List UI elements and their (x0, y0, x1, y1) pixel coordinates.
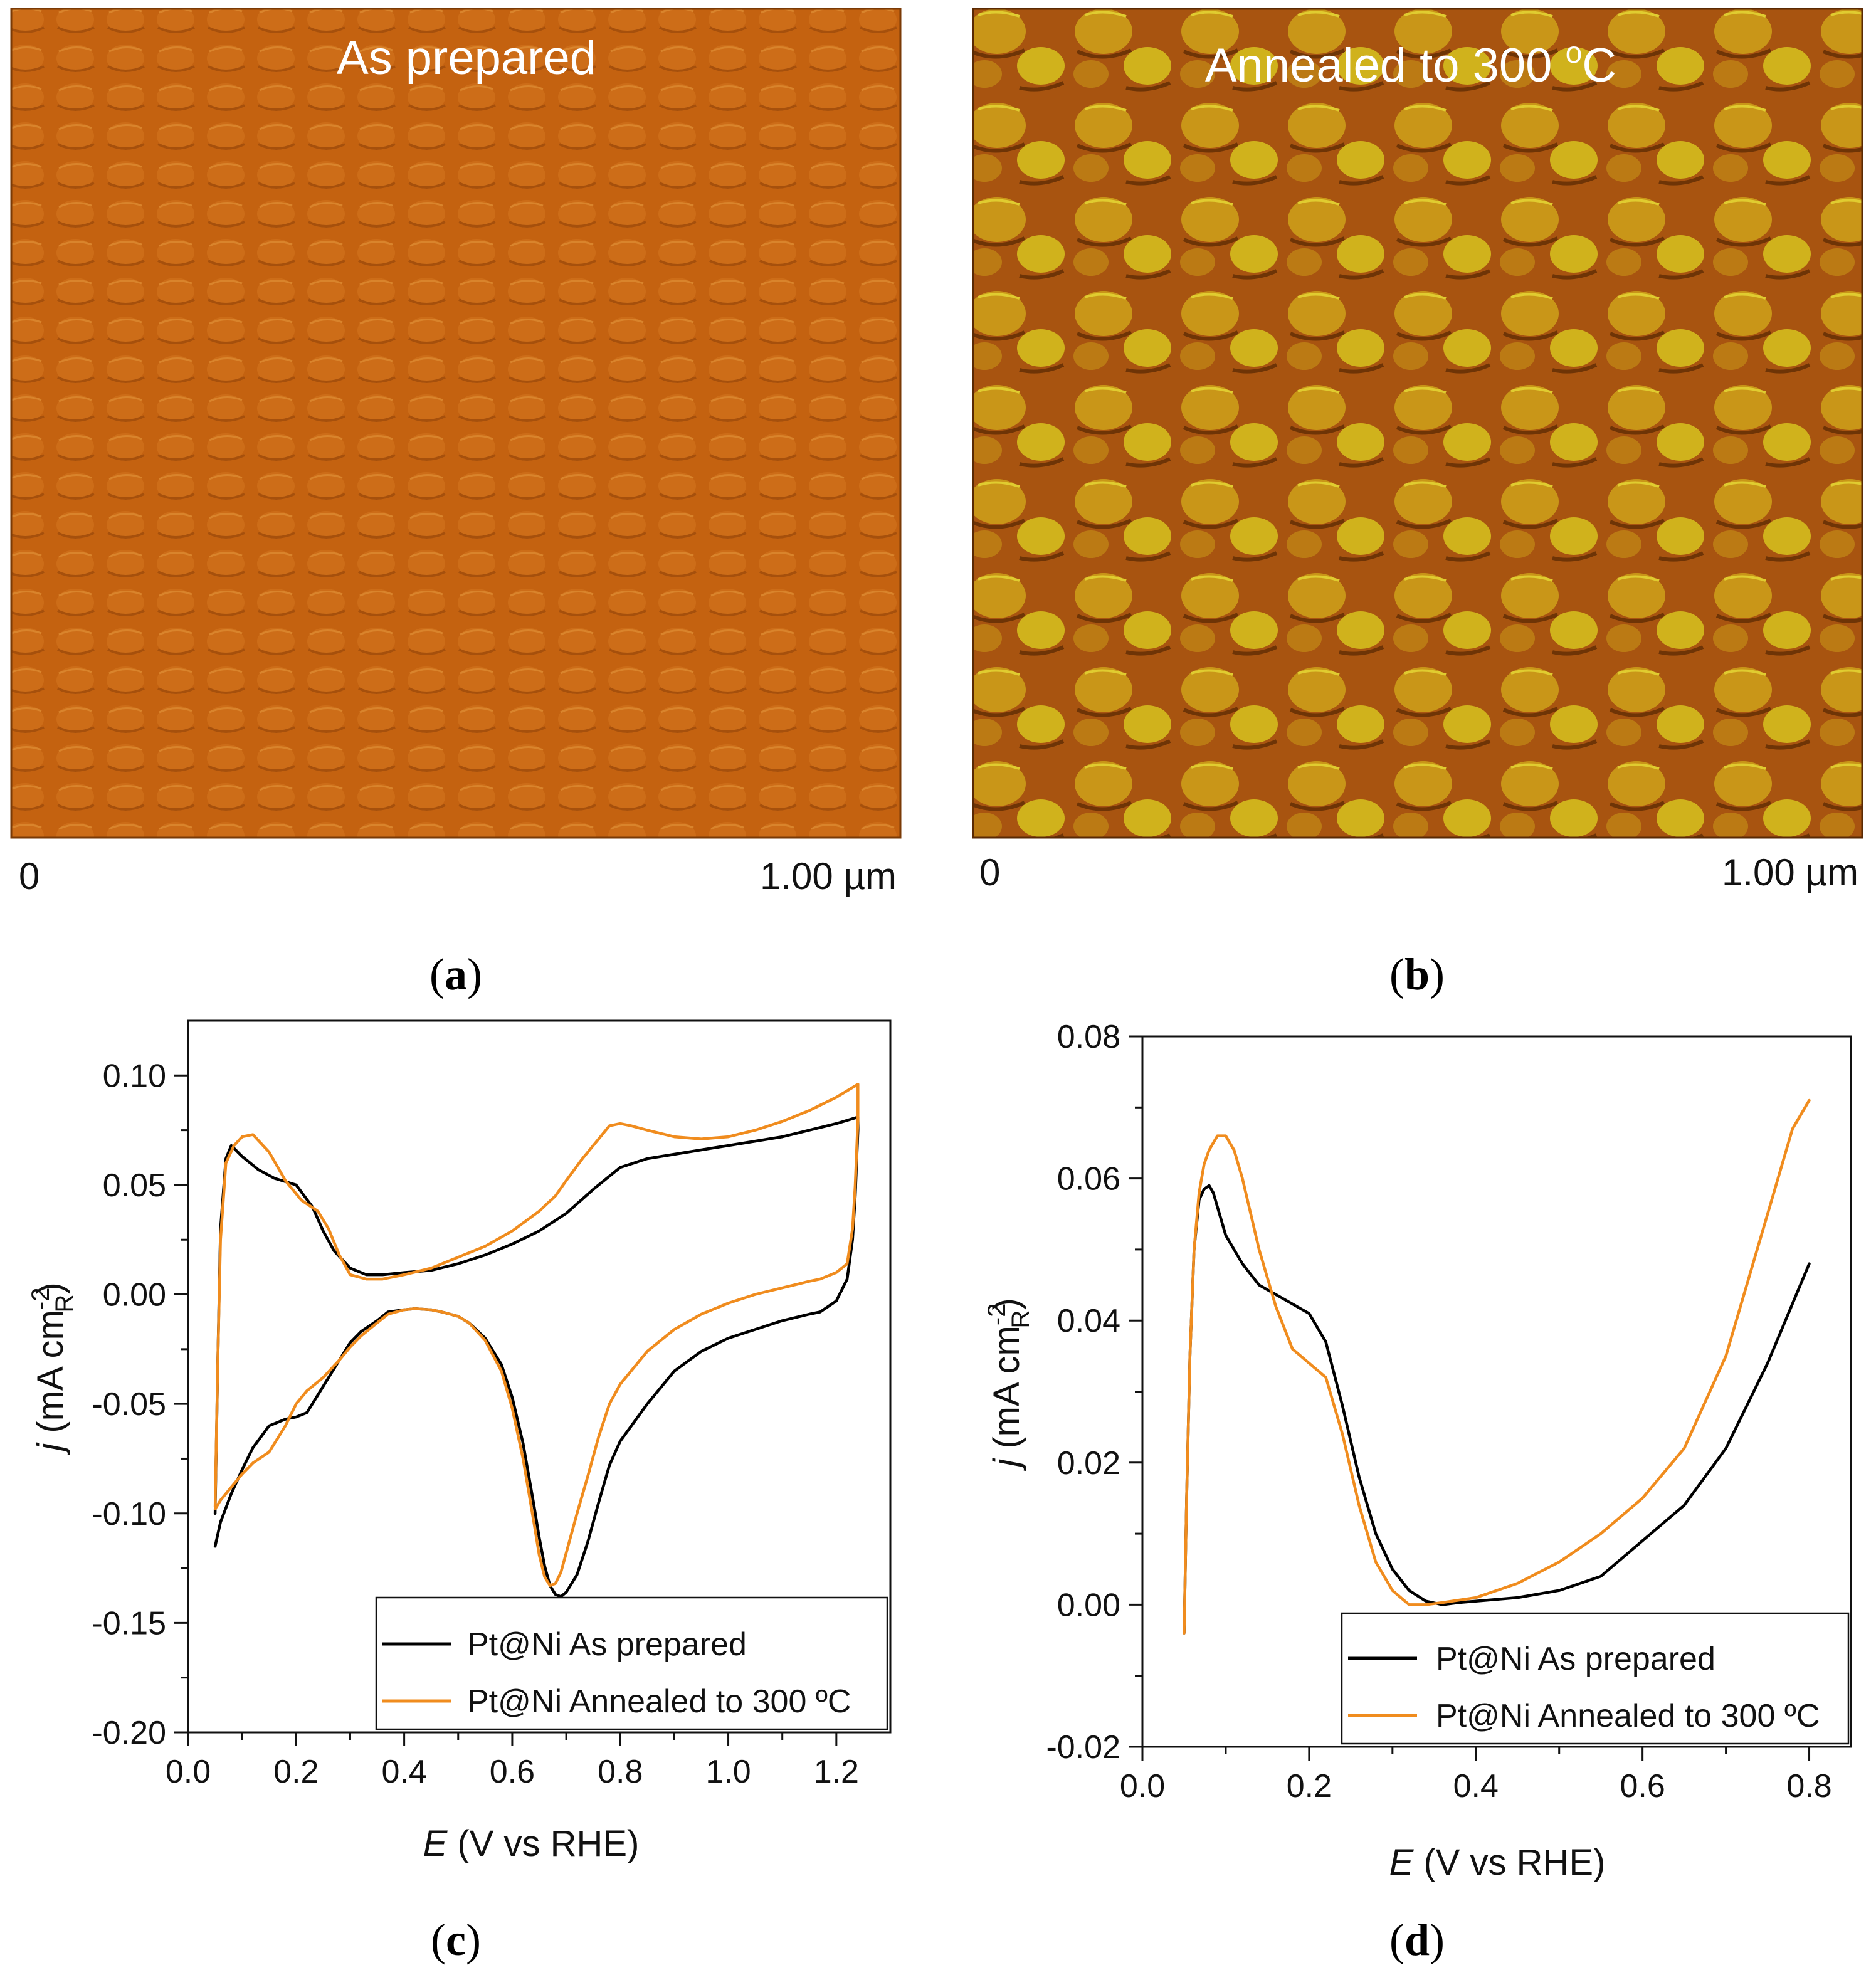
chart-c-xtick-label: 0.2 (273, 1754, 319, 1790)
chart-c-series-1-line (213, 1115, 860, 1598)
chart-d-series-2-line (1183, 1098, 1811, 1635)
chart-d-legend-label-1: Pt@Ni As prepared (1436, 1641, 1715, 1677)
chart-c-xtick-label: 1.2 (814, 1754, 859, 1790)
afm-scale-start-b: 0 (979, 851, 1000, 893)
chart-d-xtick-label: 0.2 (1287, 1768, 1332, 1804)
afm-panel-b: Annealed to 300 oC 0 1.00 µm (b) (972, 8, 1863, 999)
chart-c: 0.0 0.2 0.4 0.6 0.8 1.0 1.2 -0.20 -0.15 -0.10 -0.0… (27, 1019, 892, 1965)
afm-title-b: Annealed to 300 oC (1205, 36, 1616, 92)
afm-panel-a: As prepared 0 1.00 µm (a) (10, 8, 902, 999)
chart-d-xlabel: E (V vs RHE) (1389, 1842, 1606, 1883)
chart-c-ytick-label: -0.20 (92, 1715, 166, 1751)
chart-d-ticks: 0.0 0.2 0.4 0.6 0.8 -0.02 0.00 0.02 0.04 0.06 0.08 (1046, 1019, 1831, 1804)
chart-c-legend: Pt@Ni As prepared Pt@Ni Annealed to 300 … (375, 1596, 888, 1730)
afm-image-a-border (10, 8, 902, 839)
chart-c-legend-label-1: Pt@Ni As prepared (467, 1626, 747, 1663)
chart-d-ytick-label: 0.08 (1057, 1019, 1120, 1055)
afm-scale-end-a: 1.00 µm (760, 855, 897, 897)
afm-image-b-border (972, 8, 1863, 839)
chart-c-plot-frame (187, 1019, 892, 1734)
chart-c-xtick-label: 0.6 (490, 1754, 535, 1790)
afm-image-a (11, 9, 900, 838)
chart-c-ytick-label: 0.05 (103, 1167, 166, 1204)
chart-d-xtick-label: 0.0 (1120, 1768, 1165, 1804)
afm-title-a: As prepared (337, 31, 596, 85)
chart-d-ylabel: j (mA cm-2R) (983, 1298, 1035, 1471)
chart-c-ytick-label: 0.10 (103, 1058, 166, 1094)
afm-scale-start-a: 0 (19, 855, 40, 897)
afm-scale-end-b: 1.00 µm (1722, 851, 1858, 893)
chart-d-xtick-label: 0.8 (1786, 1768, 1831, 1804)
panel-label-a: (a) (429, 949, 482, 999)
chart-d-ytick-label: 0.06 (1057, 1161, 1120, 1198)
chart-c-xlabel: E (V vs RHE) (423, 1823, 640, 1864)
chart-c-legend-box (375, 1596, 888, 1730)
panel-label-b: (b) (1389, 949, 1445, 999)
chart-d-legend-box (1341, 1612, 1850, 1745)
chart-c-xtick-label: 1.0 (705, 1754, 751, 1790)
chart-c-series-2-line (213, 1083, 860, 1588)
panel-label-d: (d) (1389, 1915, 1445, 1965)
chart-c-ylabel: j (mA cm-2R) (27, 1282, 78, 1455)
chart-c-ytick-label: -0.15 (92, 1605, 166, 1641)
chart-d-ytick-label: 0.04 (1057, 1303, 1120, 1339)
panel-label-c: (c) (431, 1915, 481, 1965)
chart-d-curves (1183, 1098, 1811, 1635)
chart-d: 0.0 0.2 0.4 0.6 0.8 -0.02 0.00 0.02 0.04 0.06 0.08… (983, 1019, 1852, 1965)
afm-image-b (973, 9, 1862, 838)
chart-d-ytick-label: 0.02 (1057, 1445, 1120, 1482)
chart-d-legend-label-2: Pt@Ni Annealed to 300 ºC (1436, 1698, 1820, 1734)
chart-c-legend-label-2: Pt@Ni Annealed to 300 ºC (467, 1683, 851, 1720)
chart-c-ytick-label: -0.10 (92, 1496, 166, 1532)
chart-c-ytick-label: 0.00 (103, 1277, 166, 1314)
chart-c-xtick-label: 0.4 (381, 1754, 426, 1790)
chart-d-xtick-label: 0.6 (1620, 1768, 1665, 1804)
chart-c-ticks: 0.0 0.2 0.4 0.6 0.8 1.0 1.2 -0.20 -0.15 -0.10 -0.0… (92, 1058, 859, 1790)
chart-c-xtick-label: 0.8 (598, 1754, 643, 1790)
chart-c-curves (213, 1083, 860, 1598)
chart-d-legend: Pt@Ni As prepared Pt@Ni Annealed to 300 … (1341, 1612, 1850, 1745)
chart-d-xtick-label: 0.4 (1453, 1768, 1499, 1804)
chart-c-ytick-label: -0.05 (92, 1386, 166, 1423)
chart-c-xtick-label: 0.0 (166, 1754, 211, 1790)
chart-d-ytick-label: 0.00 (1057, 1587, 1120, 1623)
chart-d-series-1-line (1183, 1184, 1811, 1635)
chart-d-ytick-label: -0.02 (1046, 1729, 1120, 1766)
